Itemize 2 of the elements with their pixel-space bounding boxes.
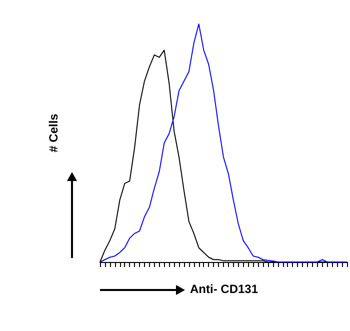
y-axis-title: # Cells	[46, 114, 60, 152]
x-axis-title: Anti- CD131	[190, 282, 258, 296]
